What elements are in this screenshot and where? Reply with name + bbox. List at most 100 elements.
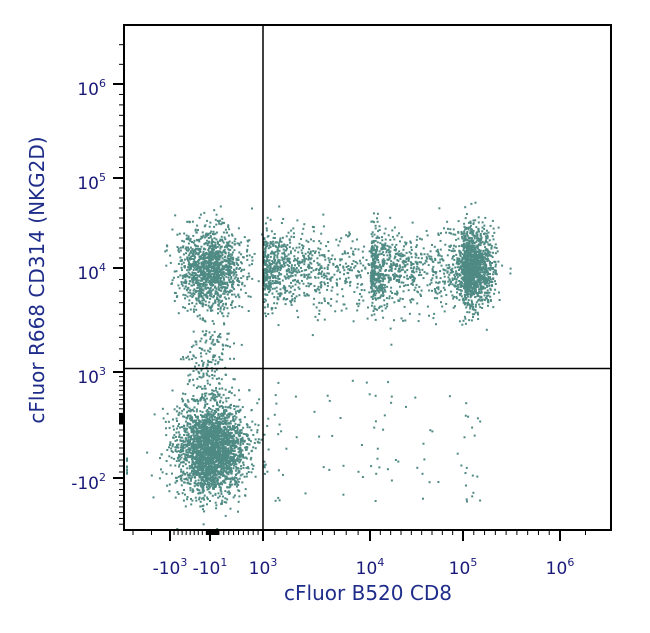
data-point [225,466,228,469]
data-point [235,257,238,260]
data-point [242,466,245,469]
data-point [467,236,470,239]
data-point [187,441,190,444]
data-point [460,271,463,274]
data-point [220,245,223,248]
data-point [207,463,210,466]
data-point [206,379,209,382]
data-point [217,298,220,301]
data-point [217,304,220,307]
data-point [481,230,484,233]
data-point [212,452,215,455]
data-point [225,263,228,266]
data-point [206,266,209,269]
data-point [493,231,496,234]
data-point [192,266,195,269]
data-point [219,399,222,402]
data-point [250,471,253,474]
data-point [226,259,229,262]
data-point [221,265,224,267]
data-point [170,450,173,452]
data-point [237,510,239,513]
data-point [188,451,191,454]
data-point [256,429,259,432]
data-point [494,272,497,275]
data-point [179,256,182,259]
data-point [206,244,209,247]
data-point [476,294,479,297]
data-point [199,295,202,298]
data-point [203,255,205,258]
data-point [188,268,191,271]
data-point [458,269,460,271]
data-point [244,446,247,449]
data-point [181,397,184,400]
data-point [467,279,470,282]
data-point [467,253,469,256]
data-point [226,452,229,454]
data-point [209,453,212,456]
data-point [192,370,195,372]
data-point [482,262,485,265]
data-point [191,431,193,434]
data-point [212,251,215,254]
data-point [202,266,205,269]
data-point [197,440,200,443]
data-point [222,413,225,416]
data-point [227,467,230,469]
data-point [224,289,227,292]
data-point [212,278,215,281]
data-point [182,399,185,402]
data-point [219,444,222,447]
data-point [472,219,475,222]
data-point [207,440,210,443]
data-point [202,508,204,511]
data-point [223,463,225,466]
data-point [202,289,205,292]
data-point [209,291,212,293]
data-point [189,489,192,492]
data-point [241,440,244,443]
data-point [487,259,490,262]
data-point [201,476,204,479]
data-point [487,282,490,285]
data-point [150,474,153,477]
data-point [461,276,464,279]
data-point [222,414,225,417]
data-point [206,503,208,506]
data-point [182,445,185,448]
data-point [206,440,208,443]
data-point [243,456,246,459]
data-point [195,455,198,458]
data-point [182,439,185,442]
data-point [214,441,217,444]
data-point [229,404,232,407]
data-point [193,445,196,448]
data-point [236,457,239,460]
data-point [191,262,194,265]
data-point [203,283,206,286]
data-point [475,283,477,286]
data-point [178,465,180,468]
data-point [218,256,221,259]
data-point [227,260,230,262]
data-point [231,476,234,479]
data-point [184,276,187,279]
data-point [480,279,483,282]
data-point [202,250,205,253]
data-point [201,257,204,260]
data-point [174,464,177,467]
data-point [201,299,204,302]
data-point [240,438,243,441]
data-point [193,243,196,246]
data-point [484,235,487,238]
data-point [199,385,202,388]
data-point [218,458,221,461]
data-point [498,291,500,294]
data-point [189,239,192,242]
data-point [233,261,235,264]
data-point [488,262,491,265]
data-point [220,378,223,381]
data-point [220,267,223,270]
data-point [203,299,205,302]
